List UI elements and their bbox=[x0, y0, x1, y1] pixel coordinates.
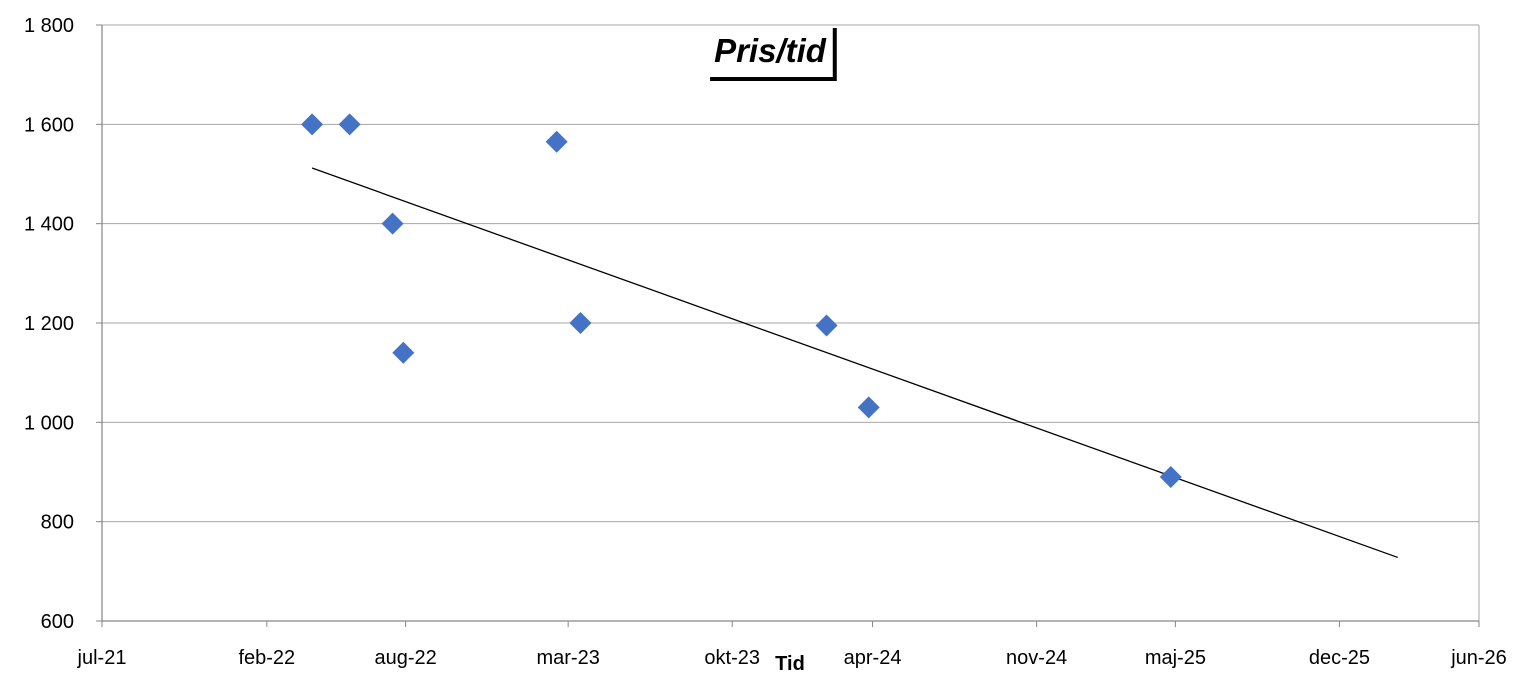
y-tick-label: 1 800 bbox=[24, 15, 74, 37]
trendline bbox=[311, 167, 1398, 559]
x-tick-label: feb-22 bbox=[238, 647, 295, 669]
data-point-diamond bbox=[381, 212, 404, 235]
x-tick-label: dec-25 bbox=[1309, 647, 1370, 669]
trendline-group bbox=[311, 167, 1398, 559]
x-tick-label: okt-23 bbox=[704, 647, 760, 669]
x-tick-label: nov-24 bbox=[1006, 647, 1067, 669]
data-points bbox=[301, 113, 1182, 488]
data-point-diamond bbox=[857, 396, 880, 419]
y-tick-label: 1 000 bbox=[24, 412, 74, 434]
y-tick-label: 800 bbox=[41, 512, 74, 534]
chart-title: Pris/tid bbox=[714, 32, 827, 69]
data-point-diamond bbox=[1159, 465, 1182, 488]
y-tick-label: 600 bbox=[41, 611, 74, 633]
tick-labels: 600 800 1 000 1 200 1 400 1 600 1 800 jul-21 feb… bbox=[24, 15, 1507, 669]
data-point-diamond bbox=[392, 341, 415, 364]
data-point-diamond bbox=[301, 113, 324, 136]
x-tick-label: jul-21 bbox=[77, 647, 127, 669]
y-tick-label: 1 200 bbox=[24, 313, 74, 335]
y-tick-label: 1 400 bbox=[24, 214, 74, 236]
gridlines bbox=[102, 24, 1480, 621]
x-tick-label: apr-24 bbox=[844, 647, 902, 669]
data-point-diamond bbox=[815, 314, 838, 337]
x-tick-label: mar-23 bbox=[536, 647, 599, 669]
chart-title-group: Pris/tid bbox=[710, 28, 837, 81]
y-tick-label: 1 600 bbox=[24, 114, 74, 136]
data-point-diamond bbox=[338, 113, 361, 136]
x-tick-label: maj-25 bbox=[1145, 647, 1206, 669]
x-tick-label: jun-26 bbox=[1450, 647, 1507, 669]
axes bbox=[96, 24, 1480, 627]
x-axis-title: Tid bbox=[775, 653, 805, 675]
x-tick-label: aug-22 bbox=[374, 647, 436, 669]
data-point-diamond bbox=[545, 130, 568, 153]
data-point-diamond bbox=[569, 312, 592, 334]
